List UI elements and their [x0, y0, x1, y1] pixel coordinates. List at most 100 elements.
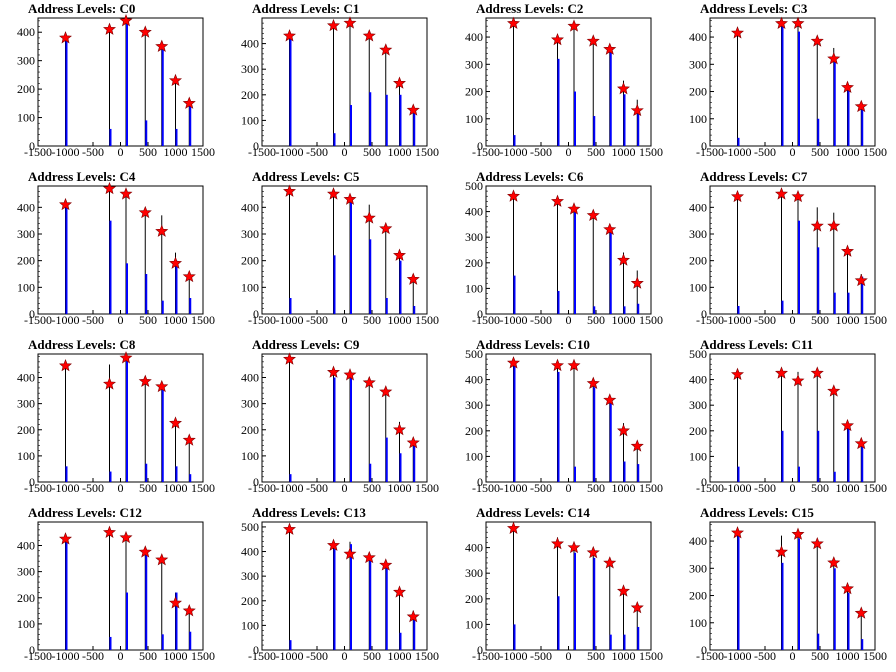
star-marker	[138, 374, 152, 387]
x-tick-label: -500	[82, 649, 104, 663]
y-tick-label: 400	[17, 200, 35, 214]
blue-trace-peak	[413, 110, 416, 146]
y-tick-label: 400	[689, 534, 707, 548]
plot-frame	[261, 185, 428, 315]
chart-panel-c13: Address Levels: C13 0 100 200 300 400 500 -1500…	[224, 504, 448, 672]
x-tick-label: 1500	[191, 313, 215, 327]
star-marker	[103, 22, 116, 35]
y-tick-label: 300	[17, 565, 35, 579]
blue-trace-peak	[161, 46, 164, 146]
star-marker	[567, 358, 581, 372]
blue-trace-peak	[399, 260, 402, 314]
blue-trace-peak	[109, 471, 112, 482]
y-tick-label: 0	[701, 643, 707, 657]
chart-panel-c1: Address Levels: C1 0 100 200 300 400 -1500 -100…	[224, 0, 448, 168]
y-tick-label: 0	[477, 475, 483, 489]
star-marker	[810, 536, 824, 550]
star-marker	[406, 435, 420, 449]
blue-trace-peak	[289, 640, 292, 650]
star-marker	[119, 351, 133, 364]
blue-trace-peak	[833, 58, 836, 147]
y-tick-label: 100	[17, 617, 35, 631]
x-tick-label: 1500	[415, 145, 439, 159]
x-tick-label: -1500	[24, 313, 52, 327]
x-tick-label: 0	[342, 313, 348, 327]
y-tick-label: 400	[465, 30, 483, 44]
blue-trace-peak	[126, 359, 128, 482]
y-tick-label: 400	[689, 30, 707, 44]
x-tick-label: 0	[118, 313, 124, 327]
chart-title: Address Levels: C3	[700, 1, 808, 16]
star-marker	[103, 525, 116, 538]
y-tick-label: 500	[465, 179, 483, 193]
star-marker	[827, 556, 841, 569]
star-marker	[827, 219, 841, 232]
star-marker	[343, 368, 357, 381]
x-tick-label: 0	[790, 313, 796, 327]
x-tick-label: -1000	[52, 145, 80, 159]
y-tick-label: 400	[689, 373, 707, 387]
star-marker	[182, 433, 196, 446]
blue-trace-peak	[175, 260, 178, 314]
star-marker	[155, 39, 169, 52]
x-tick-label: -1500	[696, 313, 724, 327]
x-tick-label: 1000	[612, 313, 636, 327]
y-tick-label: 0	[253, 307, 259, 321]
blue-trace-peak	[737, 306, 740, 314]
blue-trace-peak	[65, 204, 68, 314]
x-tick-label: 0	[342, 649, 348, 663]
star-marker	[406, 103, 420, 116]
star-marker	[791, 527, 805, 540]
chart-title: Address Levels: C14	[476, 505, 590, 520]
y-tick-label: 200	[17, 591, 35, 605]
x-tick-label: 1500	[863, 649, 887, 663]
x-tick-label: -500	[530, 649, 552, 663]
blue-trace-peak	[161, 634, 164, 650]
x-tick-label: -1000	[276, 481, 304, 495]
x-tick-label: 0	[342, 481, 348, 495]
star-marker	[810, 219, 824, 232]
chart-panel-c7: Address Levels: C7 0 100 200 300 400 -1500 -100…	[672, 168, 896, 336]
y-tick-label: 200	[17, 423, 35, 437]
chart-svg: Address Levels: C5 0 100 200 300 400 -1500 -100…	[241, 169, 439, 327]
blue-trace-peak	[126, 20, 128, 146]
x-tick-label: 0	[118, 649, 124, 663]
blue-trace-peak	[289, 35, 292, 146]
star-marker	[59, 197, 72, 211]
blue-trace-peak	[369, 463, 372, 482]
x-tick-label: 1000	[836, 313, 860, 327]
blue-trace-peak	[175, 128, 178, 146]
x-tick-label: -1000	[724, 313, 752, 327]
chart-title: Address Levels: C2	[476, 1, 583, 16]
y-tick-label: 400	[17, 371, 35, 385]
x-tick-label: 500	[587, 649, 605, 663]
x-tick-label: -1000	[52, 313, 80, 327]
star-marker	[567, 540, 581, 554]
plot-frame	[37, 353, 204, 483]
x-tick-label: -1500	[472, 145, 500, 159]
blue-trace-peak	[574, 91, 576, 146]
star-marker	[393, 585, 406, 598]
blue-trace-peak	[369, 239, 372, 314]
chart-svg: Address Levels: C14 0 100 200 300 400 -1500 -10…	[465, 505, 663, 663]
blue-trace-peak	[109, 220, 112, 314]
x-tick-label: -1500	[248, 649, 276, 663]
blue-trace-peak	[637, 110, 640, 146]
chart-panel-c10: Address Levels: C10 0 100 200 300 400 500 -1500…	[448, 336, 672, 504]
blue-trace-peak	[513, 361, 516, 482]
star-marker	[810, 34, 824, 47]
star-marker	[775, 366, 788, 379]
blue-trace-peak	[399, 632, 402, 650]
blue-trace-peak	[737, 532, 740, 650]
blue-trace-peak	[65, 466, 68, 482]
y-tick-label: 300	[17, 54, 35, 68]
star-marker	[586, 545, 600, 559]
blue-trace-peak	[145, 120, 148, 146]
x-tick-label: 1500	[863, 313, 887, 327]
y-tick-label: 0	[477, 307, 483, 321]
blue-trace-peak	[847, 428, 850, 482]
x-tick-label: -1000	[724, 481, 752, 495]
blue-trace-peak	[861, 639, 864, 650]
blue-trace-peak	[593, 557, 596, 650]
x-tick-label: 500	[587, 481, 605, 495]
